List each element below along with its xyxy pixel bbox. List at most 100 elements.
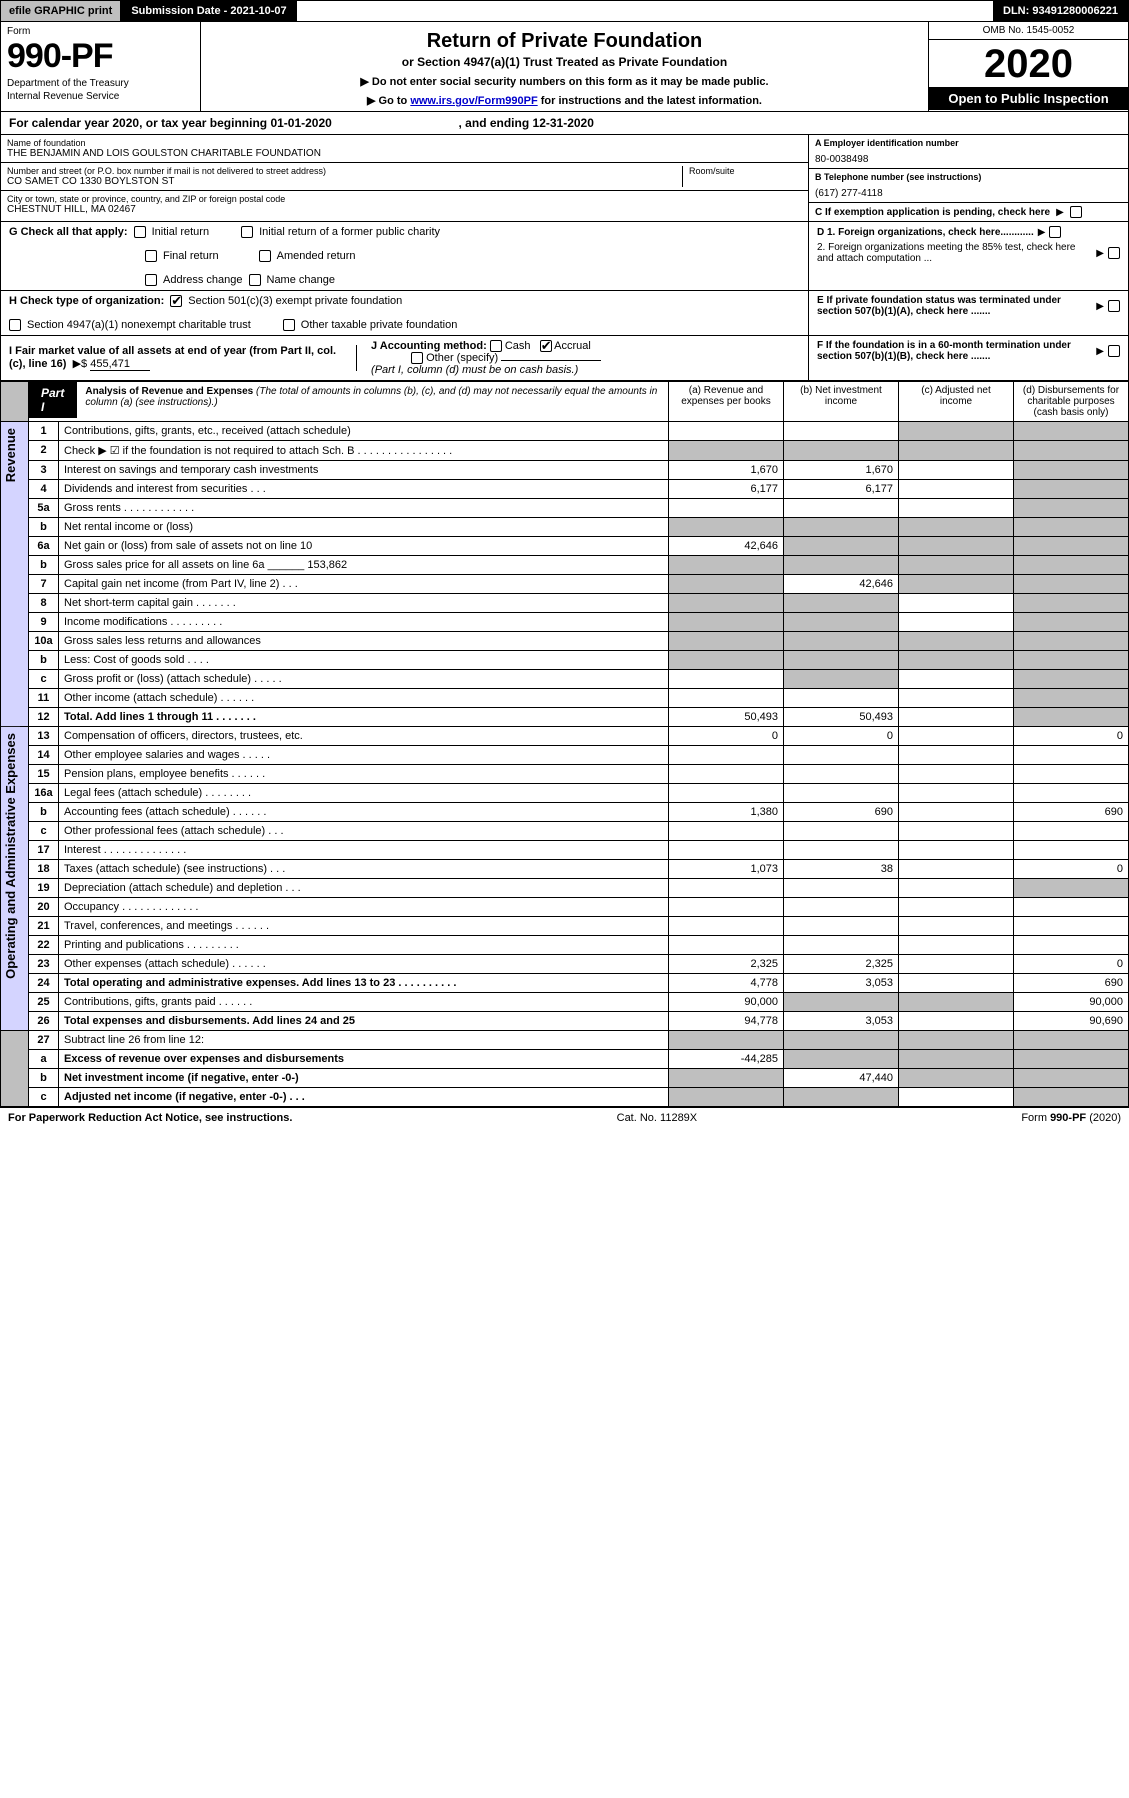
cell-a: 1,380	[669, 803, 784, 822]
form-note-2: ▶ Go to www.irs.gov/Form990PF for instru…	[211, 94, 918, 107]
cell-a	[669, 689, 784, 708]
cell-dcol	[1014, 841, 1129, 860]
row-number: 13	[29, 727, 59, 746]
tax-year: 2020	[929, 40, 1128, 87]
cell-b	[784, 613, 899, 632]
part1-header-cell: Part I Analysis of Revenue and Expenses …	[29, 382, 669, 422]
c-row: C If exemption application is pending, c…	[809, 203, 1128, 221]
accrual-checkbox[interactable]	[540, 340, 552, 352]
j-accrual-label: Accrual	[554, 340, 591, 352]
cell-a	[669, 784, 784, 803]
dept-treasury: Department of the Treasury	[7, 78, 194, 89]
d2-checkbox[interactable]	[1108, 247, 1120, 259]
top-toolbar: efile GRAPHIC print Submission Date - 20…	[0, 0, 1129, 22]
ij-row: I Fair market value of all assets at end…	[1, 336, 808, 380]
row-number: c	[29, 822, 59, 841]
row-number: 22	[29, 936, 59, 955]
cell-dcol	[1014, 594, 1129, 613]
cell-dcol	[1014, 537, 1129, 556]
cell-c	[899, 518, 1014, 537]
cell-b: 47,440	[784, 1069, 899, 1088]
cell-dcol	[1014, 689, 1129, 708]
row-number: a	[29, 1050, 59, 1069]
cell-b	[784, 422, 899, 441]
final-return-checkbox[interactable]	[145, 250, 157, 262]
form-link[interactable]: www.irs.gov/Form990PF	[410, 95, 537, 107]
d1-label: D 1. Foreign organizations, check here..…	[817, 227, 1034, 238]
amended-return-checkbox[interactable]	[259, 250, 271, 262]
cell-a	[669, 765, 784, 784]
h-row: H Check type of organization: Section 50…	[1, 291, 808, 335]
cell-a	[669, 422, 784, 441]
cell-c	[899, 841, 1014, 860]
cell-a: 50,493	[669, 708, 784, 727]
footer-mid: Cat. No. 11289X	[617, 1112, 698, 1124]
cell-c	[899, 441, 1014, 461]
table-row: Revenue1Contributions, gifts, grants, et…	[1, 422, 1129, 441]
efile-button[interactable]: efile GRAPHIC print	[1, 1, 121, 21]
address-change-checkbox[interactable]	[145, 274, 157, 286]
e-checkbox[interactable]	[1108, 300, 1120, 312]
city-row: City or town, state or province, country…	[1, 191, 808, 218]
d-row: D 1. Foreign organizations, check here..…	[808, 222, 1128, 290]
name-change-checkbox[interactable]	[249, 274, 261, 286]
f-checkbox[interactable]	[1108, 345, 1120, 357]
d1-checkbox[interactable]	[1049, 226, 1061, 238]
cell-c	[899, 860, 1014, 879]
cell-c	[899, 651, 1014, 670]
row-number: b	[29, 556, 59, 575]
other-taxable-checkbox[interactable]	[283, 319, 295, 331]
cell-c	[899, 1031, 1014, 1050]
h-501c3-label: Section 501(c)(3) exempt private foundat…	[188, 295, 402, 307]
table-row: 21Travel, conferences, and meetings . . …	[1, 917, 1129, 936]
table-row: 27Subtract line 26 from line 12:	[1, 1031, 1129, 1050]
cell-c	[899, 613, 1014, 632]
calyear-begin: For calendar year 2020, or tax year begi…	[9, 116, 332, 130]
cell-a	[669, 518, 784, 537]
row-number: c	[29, 670, 59, 689]
501c3-checkbox[interactable]	[170, 295, 182, 307]
cash-checkbox[interactable]	[490, 340, 502, 352]
cell-b	[784, 993, 899, 1012]
cell-b	[784, 898, 899, 917]
cell-dcol	[1014, 575, 1129, 594]
cell-a	[669, 1069, 784, 1088]
row-description: Less: Cost of goods sold . . . .	[59, 651, 669, 670]
cell-b	[784, 879, 899, 898]
initial-former-checkbox[interactable]	[241, 226, 253, 238]
row-number: 3	[29, 461, 59, 480]
table-row: 25Contributions, gifts, grants paid . . …	[1, 993, 1129, 1012]
cell-b: 0	[784, 727, 899, 746]
cell-dcol	[1014, 879, 1129, 898]
calendar-year-row: For calendar year 2020, or tax year begi…	[0, 112, 1129, 135]
row-description: Income modifications . . . . . . . . .	[59, 613, 669, 632]
row-number: 24	[29, 974, 59, 993]
g-final-label: Final return	[163, 250, 219, 262]
part1-title: Analysis of Revenue and Expenses	[85, 386, 253, 397]
other-specify-checkbox[interactable]	[411, 352, 423, 364]
cell-a	[669, 746, 784, 765]
cell-a: 2,325	[669, 955, 784, 974]
row-number: 4	[29, 480, 59, 499]
cell-a	[669, 917, 784, 936]
table-row: 20Occupancy . . . . . . . . . . . . .	[1, 898, 1129, 917]
row-description: Printing and publications . . . . . . . …	[59, 936, 669, 955]
4947-checkbox[interactable]	[9, 319, 21, 331]
table-row: 5aGross rents . . . . . . . . . . . .	[1, 499, 1129, 518]
c-checkbox[interactable]	[1070, 206, 1082, 218]
cell-dcol	[1014, 1088, 1129, 1107]
row-description: Contributions, gifts, grants paid . . . …	[59, 993, 669, 1012]
row-number: c	[29, 1088, 59, 1107]
cell-dcol	[1014, 708, 1129, 727]
phone-row: B Telephone number (see instructions) (6…	[809, 169, 1128, 203]
table-row: 24Total operating and administrative exp…	[1, 974, 1129, 993]
cell-dcol	[1014, 461, 1129, 480]
cell-b	[784, 689, 899, 708]
info-left: Name of foundation THE BENJAMIN AND LOIS…	[1, 135, 808, 221]
table-row: 11Other income (attach schedule) . . . .…	[1, 689, 1129, 708]
cell-dcol: 690	[1014, 974, 1129, 993]
initial-return-checkbox[interactable]	[134, 226, 146, 238]
cell-b	[784, 670, 899, 689]
row-description: Interest on savings and temporary cash i…	[59, 461, 669, 480]
cell-b	[784, 1031, 899, 1050]
